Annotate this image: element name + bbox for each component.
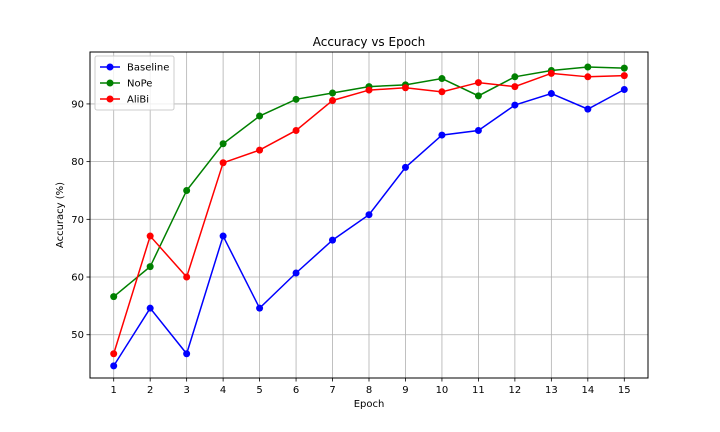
x-tick-label: 15 <box>618 385 631 396</box>
x-axis: 1 2 3 4 5 6 7 8 9 10 11 12 13 14 15 <box>111 378 631 396</box>
data-point-alibi <box>110 350 118 358</box>
data-point-nope <box>183 186 191 194</box>
data-point-baseline <box>620 86 628 94</box>
data-point-baseline <box>584 105 592 113</box>
legend-swatch-marker <box>106 95 114 103</box>
x-tick-label: 11 <box>472 385 485 396</box>
data-point-nope <box>511 73 519 81</box>
y-axis: 50 60 70 80 90 <box>71 99 90 341</box>
legend-swatch-marker <box>106 63 114 71</box>
data-point-alibi <box>183 273 191 281</box>
data-point-nope <box>438 75 446 83</box>
data-point-baseline <box>329 236 337 244</box>
x-tick-label: 4 <box>220 385 226 396</box>
data-point-baseline <box>474 126 482 134</box>
data-point-baseline <box>219 232 227 240</box>
legend-item-baseline: Baseline <box>100 63 169 74</box>
data-point-baseline <box>365 211 373 219</box>
data-point-alibi <box>511 83 519 91</box>
legend-box <box>94 55 175 111</box>
data-point-alibi <box>620 72 628 80</box>
data-point-baseline <box>292 269 300 277</box>
legend-item-nope: NoPe <box>100 79 152 90</box>
y-tick-label: 50 <box>71 330 84 341</box>
data-point-nope <box>146 263 154 271</box>
data-point-alibi <box>584 73 592 81</box>
data-point-nope <box>584 63 592 71</box>
data-point-baseline <box>547 90 555 98</box>
data-point-alibi <box>547 69 555 77</box>
x-tick-label: 12 <box>509 385 522 396</box>
series-alibi <box>110 69 628 358</box>
x-tick-label: 5 <box>256 385 262 396</box>
data-point-baseline <box>110 362 118 370</box>
legend-swatch-marker <box>106 79 114 87</box>
data-point-alibi <box>256 146 264 154</box>
data-point-nope <box>256 112 264 120</box>
legend-label: Baseline <box>127 63 169 74</box>
data-point-alibi <box>146 232 154 240</box>
y-tick-label: 70 <box>71 215 84 226</box>
legend: Baseline NoPe AliBi <box>94 55 175 111</box>
x-tick-label: 8 <box>366 385 372 396</box>
data-point-nope <box>329 89 337 97</box>
series-group <box>110 63 628 370</box>
x-tick-label: 6 <box>293 385 299 396</box>
data-point-nope <box>292 95 300 103</box>
data-point-nope <box>110 293 118 301</box>
series-baseline <box>110 86 628 370</box>
data-point-baseline <box>438 131 446 139</box>
data-point-alibi <box>365 86 373 94</box>
data-point-nope <box>219 140 227 148</box>
data-point-alibi <box>401 84 409 92</box>
legend-item-alibi: AliBi <box>100 95 149 106</box>
legend-label: NoPe <box>127 79 152 90</box>
x-tick-label: 14 <box>581 385 594 396</box>
x-tick-label: 9 <box>402 385 408 396</box>
data-point-baseline <box>146 304 154 312</box>
data-point-baseline <box>183 350 191 358</box>
chart-title: Accuracy vs Epoch <box>313 35 426 49</box>
data-point-alibi <box>474 79 482 87</box>
x-tick-label: 10 <box>436 385 449 396</box>
y-axis-label: Accuracy (%) <box>55 182 66 248</box>
y-tick-label: 80 <box>71 157 84 168</box>
legend-label: AliBi <box>127 95 149 106</box>
y-tick-label: 60 <box>71 273 84 284</box>
x-tick-label: 3 <box>183 385 189 396</box>
data-point-nope <box>474 92 482 100</box>
data-point-baseline <box>401 163 409 171</box>
data-point-alibi <box>292 126 300 134</box>
data-point-alibi <box>329 96 337 104</box>
x-axis-label: Epoch <box>354 399 385 410</box>
data-point-nope <box>620 64 628 72</box>
data-point-baseline <box>256 304 264 312</box>
data-point-alibi <box>438 88 446 96</box>
data-point-alibi <box>219 159 227 167</box>
data-point-baseline <box>511 101 519 109</box>
x-tick-label: 1 <box>111 385 117 396</box>
x-tick-label: 13 <box>545 385 558 396</box>
x-tick-label: 2 <box>147 385 153 396</box>
x-tick-label: 7 <box>329 385 335 396</box>
y-tick-label: 90 <box>71 99 84 110</box>
